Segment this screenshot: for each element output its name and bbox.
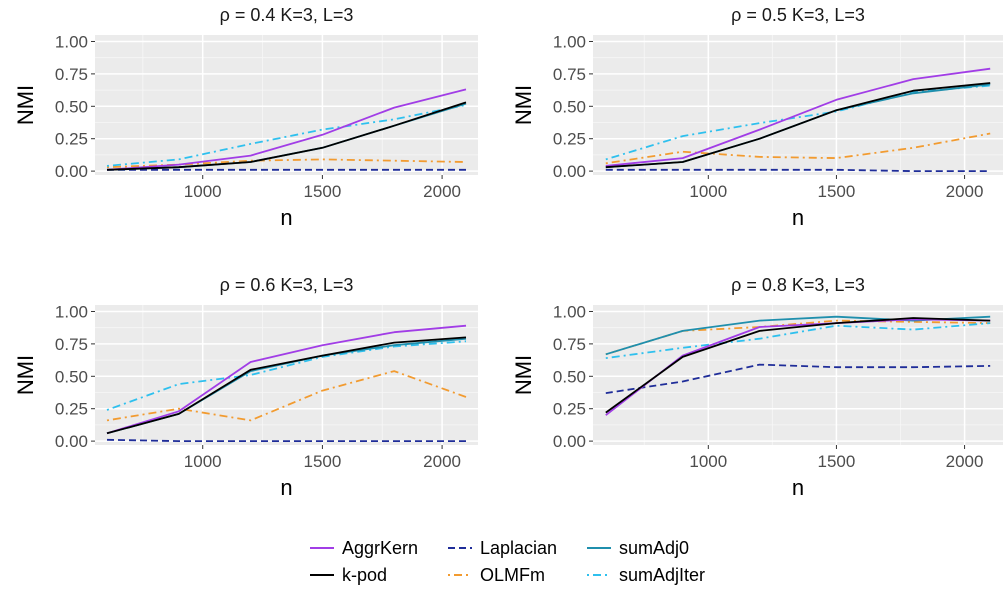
x-tick-label: 1000 [184,182,222,201]
y-tick-label: 1.00 [55,302,88,321]
legend-label: AggrKern [342,538,418,558]
legend-item-sumadj0: sumAdj0 [587,538,689,558]
x-axis-label: n [792,205,804,230]
legend-label: OLMFm [480,565,545,585]
legend-item-laplacian: Laplacian [448,538,557,558]
plot-background [593,35,1003,175]
y-tick-label: 0.25 [553,130,586,149]
y-tick-label: 0.75 [55,335,88,354]
series-line-aggrkern [106,324,467,435]
series-line-sumadjiter [106,104,467,167]
y-tick-label: 0.00 [553,432,586,451]
y-tick-label: 0.00 [55,162,88,181]
y-tick-label: 0.00 [55,432,88,451]
series-line-sumadjiter [106,340,467,411]
y-tick-label: 0.50 [553,367,586,386]
y-tick-label: 0.75 [553,65,586,84]
plot-background [95,35,478,175]
series-line-olmfm [106,158,467,169]
x-tick-label: 1000 [184,452,222,471]
x-tick-label: 1000 [689,452,727,471]
panel-title: ρ = 0.8 K=3, L=3 [731,275,865,295]
y-tick-label: 0.75 [55,65,88,84]
x-tick-label: 1000 [689,182,727,201]
y-tick-label: 0.25 [55,130,88,149]
y-tick-label: 0.25 [553,400,586,419]
legend-item-k-pod: k-pod [310,565,387,585]
panel-title: ρ = 0.4 K=3, L=3 [220,5,354,25]
y-axis-label: NMI [13,85,38,125]
series-line-k-pod [106,101,467,171]
x-tick-label: 1500 [303,452,341,471]
y-axis-label: NMI [13,355,38,395]
series-line-sumadjiter [605,84,991,161]
x-axis-label: n [792,475,804,500]
x-tick-label: 2000 [946,452,984,471]
y-tick-label: 1.00 [553,32,586,51]
panel-title: ρ = 0.5 K=3, L=3 [731,5,865,25]
legend-label: sumAdj0 [619,538,689,558]
x-tick-label: 2000 [423,452,461,471]
legend-label: k-pod [342,565,387,585]
series-line-aggrkern [605,67,991,167]
y-axis-label: NMI [511,85,536,125]
x-axis-label: n [280,205,292,230]
y-tick-label: 0.25 [55,400,88,419]
x-tick-label: 1500 [303,182,341,201]
panel-2: 0.00 0.25 0.50 0.75 1.00 1000 1500 2000 ρ = 0.5 … [511,5,1003,230]
legend: AggrKern k-pod Laplacian OLMFm sumAdj0 sumAdj… [310,538,705,585]
y-tick-label: 0.50 [553,97,586,116]
x-tick-label: 1500 [818,182,856,201]
series-line-laplacian [605,168,991,173]
series-line-aggrkern [106,88,467,171]
plot-background [593,305,1003,445]
y-tick-label: 0.00 [553,162,586,181]
legend-item-olmfm: OLMFm [448,565,545,585]
series-line-olmfm [605,132,991,165]
y-tick-label: 0.50 [55,97,88,116]
series-line-k-pod [106,336,467,435]
legend-item-aggrkern: AggrKern [310,538,418,558]
y-tick-label: 1.00 [55,32,88,51]
panel-3: 0.00 0.25 0.50 0.75 1.00 1000 1500 2000 ρ = 0.6 … [13,275,478,500]
legend-item-sumadjiter: sumAdjIter [587,565,705,585]
y-axis-label: NMI [511,355,536,395]
x-axis-label: n [280,475,292,500]
y-tick-label: 0.75 [553,335,586,354]
panel-1: 0.00 0.25 0.50 0.75 1.00 1000 1500 2000 ρ = 0.4 … [13,5,478,230]
series-line-olmfm [106,370,467,422]
legend-label: sumAdjIter [619,565,705,585]
panel-4: 0.00 0.25 0.50 0.75 1.00 1000 1500 2000 ρ = 0.8 … [511,275,1003,500]
y-tick-label: 0.50 [55,367,88,386]
x-tick-label: 1500 [818,452,856,471]
x-tick-label: 2000 [946,182,984,201]
series-line-k-pod [605,82,991,169]
y-tick-label: 1.00 [553,302,586,321]
series-line-k-pod [605,317,991,414]
plot-background [95,305,478,445]
series-line-sumadjiter [605,322,991,359]
x-tick-label: 2000 [423,182,461,201]
legend-label: Laplacian [480,538,557,558]
panel-title: ρ = 0.6 K=3, L=3 [220,275,354,295]
series-line-laplacian [106,438,466,443]
series-line-laplacian [605,363,991,394]
